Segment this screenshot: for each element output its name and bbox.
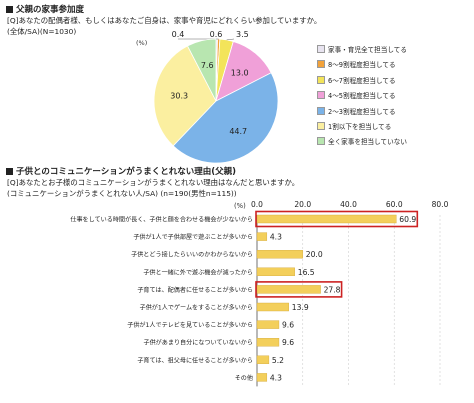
bar-value-label: 27.8 [324,285,341,294]
bar-category-label: 仕事をしている時間が長く、子供と顔を合わせる機会が少ないから [70,216,253,224]
legend-swatch [317,91,325,100]
bar-tick-label: 80.0 [432,200,449,209]
bar-highlight-frame [255,210,419,228]
bar-category-label: その他 [235,374,253,382]
bar-value-label: 60.9 [399,215,416,224]
pie-chart: (%) 0.4 0.6 3.5 13.0 44.7 30.3 7.6 [136,30,279,164]
bar-rect [256,285,321,294]
legend-label: 家事・育児全て担当してる [328,46,407,54]
section2-title: 子供とのコミュニケーションがうまくとれない理由(父親) [6,165,236,177]
legend-swatch [317,45,325,53]
legend-label: 1割以下を担当してる [328,123,392,131]
bar-rect [256,373,268,382]
pie-legend-item: 1割以下を担当してる [317,121,391,131]
pie-slice [186,38,217,102]
bar-rect [256,267,295,277]
square-bullet-icon [6,168,13,175]
bar-value-label: 4.3 [270,373,282,382]
bar-value-label: 13.9 [292,303,309,312]
bar-value-label: 4.3 [270,233,282,242]
bar-value-label: 16.5 [298,268,315,277]
pie-value-label: 44.7 [229,127,247,136]
section1-question: [Q]あなたの配偶者様、もしくはあなたご自身は、家事や育児にどれくらい参加してい… [7,16,322,25]
legend-label: 4～5割程度担当してる [328,92,396,101]
legend-label: 6～7割程度担当してる [328,76,396,85]
bar-rect [256,320,280,329]
pie-value-label: 13.0 [231,68,249,77]
section1-title: 父親の家事参加度 [6,3,84,15]
legend-swatch [317,75,325,84]
section2-sample: (コミュニケーションがうまくとれない人/SA) (n=190(男性n=115)) [7,189,237,198]
legend-label: 8～9割程度担当してる [328,61,396,70]
bar-category-label: 子供が1人で子供部屋で遊ぶことが多いから [133,233,253,241]
bar-category-label: 子育ては、配偶者に任せることが多いから [137,286,253,294]
legend-swatch [317,106,325,115]
square-bullet-icon [6,6,13,13]
bar-rect [256,355,270,365]
bar-rect [256,337,280,347]
legend-label: 全く家事を担当していない [328,138,407,147]
pie-legend-item: 2～3割程度担当してる [317,106,396,116]
pie-value-label: 3.5 [236,30,249,39]
pie-value-label: 7.6 [201,61,214,70]
pie-value-label: 0.6 [210,30,223,39]
section2-question: [Q]あなたとお子様のコミュニケーションがうまくとれない理由はなんだと思いますか… [7,178,300,187]
section1-sample: (全体/SA)(N=1030) [7,27,77,36]
legend-swatch [317,137,325,146]
pie-slice [153,45,217,147]
legend-swatch [317,122,325,130]
pie-legend: 家事・育児全て担当してる 8～9割程度担当してる 6～7割程度担当してる 4～5割程度… [317,44,467,152]
legend-swatch [317,60,325,69]
bar-value-label: 5.2 [272,356,284,365]
bar-tick-label: 60.0 [386,200,403,209]
bar-category-label: 子供と一緒に外で遊ぶ機会が減ったから [143,268,253,276]
pie-unit-label: (%) [136,39,147,47]
pie-legend-item: 8～9割程度担当してる [317,59,396,69]
pie-slice [172,72,279,164]
pie-legend-item: 4～5割程度担当してる [317,90,396,100]
pie-legend-item: 全く家事を担当していない [317,136,407,146]
bar-category-label: 子育ては、祖父母に任せることが多いから [137,356,253,364]
bar-unit-label: (%) [234,202,246,210]
pie-value-label: 30.3 [170,92,188,101]
bar-rect [256,250,303,259]
bar-category-label: 子供があまり自分になついていないから [143,339,253,347]
bar-value-label: 9.6 [282,338,294,347]
bar-tick-label: 40.0 [340,200,357,209]
bar-rect [256,302,289,312]
bar-tick-label: 0.0 [251,200,263,209]
bar-category-label: 子供が1人でゲームをすることが多いから [140,304,253,312]
pie-leader-line [226,38,235,41]
legend-label: 2～3割程度担当してる [328,107,396,116]
pie-legend-item: 6～7割程度担当してる [317,75,396,85]
bar-category-label: 子供が1人でテレビを見ていることが多いから [127,321,253,329]
pie-legend-item: 家事・育児全て担当してる [317,44,407,54]
bar-rect [256,214,397,224]
bar-tick-label: 20.0 [294,200,311,209]
bar-value-label: 20.0 [306,250,323,259]
bar-highlight-frame [255,281,343,298]
bar-rect [256,232,268,241]
bar-category-label: 子供とどう接したらいいのかわからないから [131,251,253,259]
pie-value-label: 0.4 [172,30,185,39]
bar-value-label: 9.6 [282,321,294,330]
bar-chart: (%) 0.0 20.0 40.0 60.0 80.0 仕事をしている時間が長く、子供と顔を… [70,200,449,387]
